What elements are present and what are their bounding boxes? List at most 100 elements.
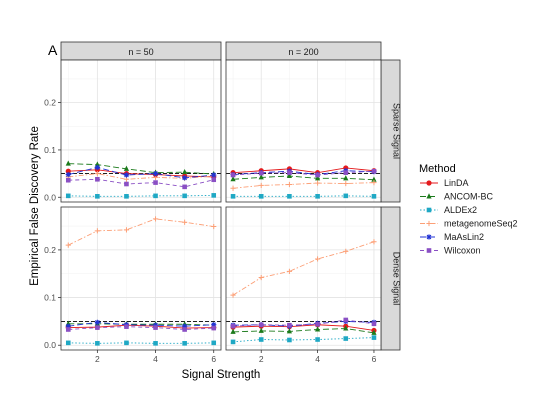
data-point: [258, 170, 264, 176]
data-point: [343, 170, 349, 175]
data-point: [371, 194, 377, 199]
data-point: [94, 164, 100, 171]
data-point: [182, 219, 188, 225]
data-point: [371, 335, 377, 340]
data-point: [371, 239, 377, 245]
y-tick-label: 0.0: [44, 340, 56, 350]
data-point: [95, 176, 100, 182]
legend-item-label: metagenomeSeq2: [444, 219, 518, 229]
legend-item: ANCOM-BC: [420, 192, 493, 202]
data-point: [287, 337, 292, 343]
data-point: [124, 181, 129, 187]
series-line: [68, 321, 214, 327]
data-point: [123, 165, 130, 171]
data-point: [287, 194, 292, 199]
data-point: [94, 171, 100, 177]
data-point: [343, 193, 349, 199]
data-point: [65, 193, 71, 199]
y-tick-label: 0.2: [44, 245, 56, 255]
data-point: [152, 171, 159, 177]
data-point: [152, 322, 159, 328]
facet-panel: [225, 206, 382, 351]
legend-title: Method: [419, 163, 456, 175]
y-tick-label: 0.1: [44, 293, 56, 303]
series-line: [233, 170, 374, 176]
facet-strip-row-label: Sparse Signal: [392, 103, 402, 159]
data-point: [230, 176, 236, 182]
data-point: [343, 317, 349, 323]
data-point: [95, 341, 100, 346]
data-point: [258, 174, 264, 180]
data-point: [94, 161, 100, 167]
data-point: [258, 327, 264, 333]
data-point: [314, 175, 321, 181]
data-point: [211, 172, 217, 178]
panel-background: [226, 60, 381, 202]
data-point: [124, 194, 129, 199]
legend-key-marker: [426, 248, 432, 253]
data-point: [153, 325, 158, 330]
panel-background: [61, 207, 221, 350]
data-point: [230, 339, 236, 345]
data-point: [315, 172, 320, 178]
x-tick-label: 2: [95, 354, 100, 364]
series-line: [233, 328, 375, 334]
facet-panel: [225, 59, 382, 203]
panel-background: [61, 60, 221, 202]
legend-item: LinDA: [420, 178, 469, 188]
series-line: [233, 319, 375, 327]
legend-key-marker: [426, 180, 432, 186]
data-point: [182, 175, 188, 181]
data-point: [343, 325, 349, 331]
data-point: [152, 216, 159, 222]
series-aldex2: [65, 193, 217, 199]
panel-border: [225, 59, 382, 203]
panel-border: [60, 59, 222, 203]
data-point: [343, 180, 349, 187]
series-line: [233, 167, 374, 174]
series-wilcoxon: [65, 176, 217, 190]
data-point: [94, 228, 100, 234]
series-aldex2: [65, 340, 217, 346]
series-line: [68, 324, 214, 329]
series-metagenomeseq2: [230, 239, 377, 298]
data-point: [371, 168, 377, 174]
data-point: [65, 177, 71, 183]
series-line: [232, 241, 375, 296]
data-point: [153, 193, 158, 199]
series-line: [68, 323, 214, 326]
data-point: [230, 292, 236, 298]
data-point: [211, 325, 217, 331]
data-point: [94, 319, 100, 325]
legend-item: Wilcoxon: [420, 246, 481, 256]
legend: Method LinDA ANCOM-BC ALDEx2 metagenomeSeq2 M…: [419, 163, 518, 256]
panel-tag-label: A: [48, 42, 58, 58]
series-line: [233, 324, 375, 331]
legend-key-marker: [426, 193, 432, 199]
series-wilcoxon: [230, 168, 377, 178]
data-point: [230, 323, 236, 329]
series-maaslin2: [65, 164, 217, 181]
series-metagenomeseq2: [230, 179, 377, 191]
data-point: [182, 193, 187, 199]
facet-strip-row-label: Dense Signal: [392, 252, 402, 306]
data-point: [230, 328, 236, 334]
data-point: [211, 193, 217, 198]
legend-key-marker: [426, 234, 432, 240]
y-tick-label: 0.2: [44, 98, 56, 108]
series-line: [233, 337, 374, 343]
data-point: [343, 175, 349, 181]
panel-background: [226, 207, 381, 350]
data-point: [123, 172, 130, 178]
data-point: [211, 340, 217, 346]
data-point: [211, 322, 217, 328]
data-point: [258, 182, 264, 189]
data-point: [182, 184, 187, 190]
data-point: [314, 180, 321, 186]
legend-key-marker: [426, 220, 432, 227]
data-point: [124, 340, 129, 346]
data-point: [95, 325, 100, 330]
series-line: [68, 326, 214, 330]
